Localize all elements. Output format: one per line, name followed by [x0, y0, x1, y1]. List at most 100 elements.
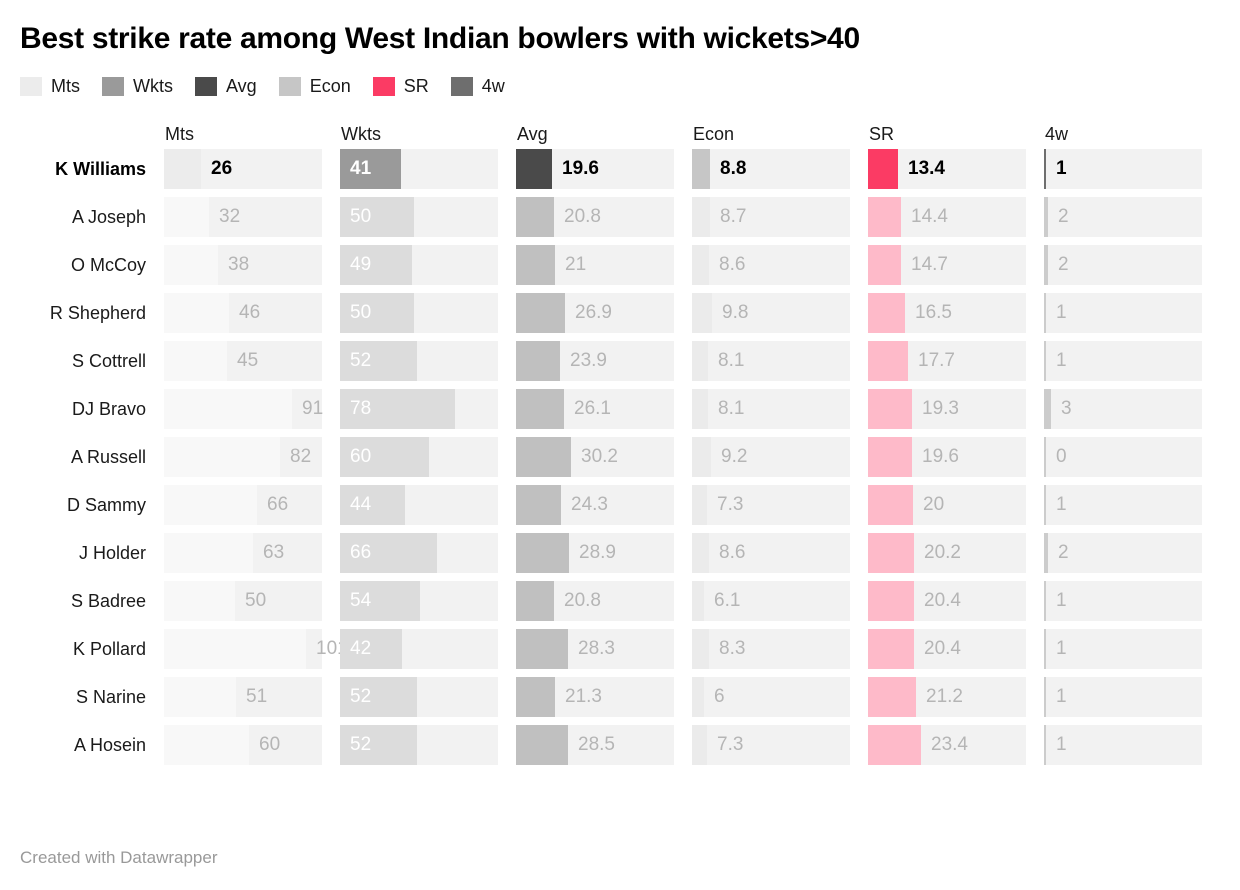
legend-item-4w[interactable]: 4w	[450, 76, 505, 96]
table-row[interactable]: J Holder 63 66 28.9 8.6 20.2 2	[20, 529, 1220, 577]
cell-sr[interactable]: 14.7	[868, 245, 1044, 285]
cell-mts[interactable]: 45	[164, 341, 340, 381]
cell-sr[interactable]: 20.2	[868, 533, 1044, 573]
table-row[interactable]: D Sammy 66 44 24.3 7.3 20 1	[20, 481, 1220, 529]
cell-avg[interactable]: 21	[516, 245, 692, 285]
cell-econ[interactable]: 6	[692, 677, 868, 717]
table-row[interactable]: A Russell 82 60 30.2 9.2 19.6 0	[20, 433, 1220, 481]
cell-avg[interactable]: 28.5	[516, 725, 692, 765]
cell-wkts[interactable]: 52	[340, 725, 516, 765]
cell-sr[interactable]: 20	[868, 485, 1044, 525]
cell-wkts[interactable]: 49	[340, 245, 516, 285]
cell-econ[interactable]: 6.1	[692, 581, 868, 621]
cell-avg[interactable]: 26.9	[516, 293, 692, 333]
cell-wkts[interactable]: 78	[340, 389, 516, 429]
column-header-wkts[interactable]: Wkts	[340, 124, 516, 145]
cell-avg[interactable]: 28.3	[516, 629, 692, 669]
cell-4w[interactable]: 1	[1044, 341, 1220, 381]
cell-wkts[interactable]: 50	[340, 293, 516, 333]
cell-4w[interactable]: 2	[1044, 197, 1220, 237]
cell-econ[interactable]: 8.7	[692, 197, 868, 237]
cell-mts[interactable]: 26	[164, 149, 340, 189]
cell-avg[interactable]: 19.6	[516, 149, 692, 189]
cell-sr[interactable]: 20.4	[868, 629, 1044, 669]
cell-sr[interactable]: 21.2	[868, 677, 1044, 717]
cell-4w[interactable]: 2	[1044, 245, 1220, 285]
cell-sr[interactable]: 19.6	[868, 437, 1044, 477]
cell-econ[interactable]: 9.2	[692, 437, 868, 477]
cell-mts[interactable]: 101	[164, 629, 348, 669]
column-header-mts[interactable]: Mts	[164, 124, 340, 145]
cell-avg[interactable]: 26.1	[516, 389, 692, 429]
cell-wkts[interactable]: 42	[340, 629, 516, 669]
table-row[interactable]: DJ Bravo 91 78 26.1 8.1 19.3 3	[20, 385, 1220, 433]
cell-mts[interactable]: 38	[164, 245, 340, 285]
cell-wkts[interactable]: 50	[340, 197, 516, 237]
legend-item-econ[interactable]: Econ	[278, 76, 351, 96]
legend-item-sr[interactable]: SR	[372, 76, 429, 96]
table-row[interactable]: A Joseph 32 50 20.8 8.7 14.4 2	[20, 193, 1220, 241]
cell-sr[interactable]: 14.4	[868, 197, 1044, 237]
table-row[interactable]: K Williams 26 41 19.6 8.8 13.4 1	[20, 145, 1220, 193]
cell-mts[interactable]: 91	[164, 389, 340, 429]
cell-4w[interactable]: 3	[1044, 389, 1220, 429]
column-header-econ[interactable]: Econ	[692, 124, 868, 145]
cell-mts[interactable]: 50	[164, 581, 340, 621]
cell-4w[interactable]: 2	[1044, 533, 1220, 573]
cell-avg[interactable]: 20.8	[516, 581, 692, 621]
cell-econ[interactable]: 7.3	[692, 485, 868, 525]
cell-mts[interactable]: 82	[164, 437, 340, 477]
cell-4w[interactable]: 1	[1044, 581, 1220, 621]
cell-sr[interactable]: 23.4	[868, 725, 1044, 765]
cell-avg[interactable]: 23.9	[516, 341, 692, 381]
cell-mts[interactable]: 66	[164, 485, 340, 525]
table-row[interactable]: S Cottrell 45 52 23.9 8.1 17.7 1	[20, 337, 1220, 385]
cell-sr[interactable]: 19.3	[868, 389, 1044, 429]
cell-sr[interactable]: 13.4	[868, 149, 1044, 189]
cell-sr[interactable]: 17.7	[868, 341, 1044, 381]
cell-4w[interactable]: 1	[1044, 485, 1220, 525]
cell-4w[interactable]: 1	[1044, 149, 1220, 189]
column-header-sr[interactable]: SR	[868, 124, 1044, 145]
cell-wkts[interactable]: 60	[340, 437, 516, 477]
table-row[interactable]: S Badree 50 54 20.8 6.1 20.4 1	[20, 577, 1220, 625]
legend-item-wkts[interactable]: Wkts	[102, 76, 173, 96]
cell-mts[interactable]: 63	[164, 533, 340, 573]
cell-avg[interactable]: 24.3	[516, 485, 692, 525]
cell-4w[interactable]: 1	[1044, 629, 1220, 669]
cell-wkts[interactable]: 44	[340, 485, 516, 525]
table-row[interactable]: O McCoy 38 49 21 8.6 14.7 2	[20, 241, 1220, 289]
column-header-4w[interactable]: 4w	[1044, 124, 1220, 145]
cell-econ[interactable]: 8.1	[692, 389, 868, 429]
cell-mts[interactable]: 46	[164, 293, 340, 333]
table-row[interactable]: K Pollard 101 42 28.3 8.3 20.4 1	[20, 625, 1220, 673]
cell-4w[interactable]: 1	[1044, 293, 1220, 333]
cell-econ[interactable]: 8.1	[692, 341, 868, 381]
cell-mts[interactable]: 32	[164, 197, 340, 237]
cell-wkts[interactable]: 41	[340, 149, 516, 189]
cell-4w[interactable]: 0	[1044, 437, 1220, 477]
cell-avg[interactable]: 20.8	[516, 197, 692, 237]
table-row[interactable]: A Hosein 60 52 28.5 7.3 23.4 1	[20, 721, 1220, 769]
table-row[interactable]: R Shepherd 46 50 26.9 9.8 16.5 1	[20, 289, 1220, 337]
cell-mts[interactable]: 51	[164, 677, 340, 717]
legend-item-mts[interactable]: Mts	[20, 76, 80, 96]
cell-econ[interactable]: 8.6	[692, 245, 868, 285]
column-header-avg[interactable]: Avg	[516, 124, 692, 145]
cell-econ[interactable]: 7.3	[692, 725, 868, 765]
cell-wkts[interactable]: 66	[340, 533, 516, 573]
cell-avg[interactable]: 21.3	[516, 677, 692, 717]
cell-econ[interactable]: 9.8	[692, 293, 868, 333]
cell-econ[interactable]: 8.8	[692, 149, 868, 189]
cell-wkts[interactable]: 52	[340, 677, 516, 717]
cell-econ[interactable]: 8.6	[692, 533, 868, 573]
legend-item-avg[interactable]: Avg	[195, 76, 257, 96]
cell-mts[interactable]: 60	[164, 725, 340, 765]
cell-sr[interactable]: 16.5	[868, 293, 1044, 333]
cell-4w[interactable]: 1	[1044, 725, 1220, 765]
cell-sr[interactable]: 20.4	[868, 581, 1044, 621]
table-row[interactable]: S Narine 51 52 21.3 6 21.2 1	[20, 673, 1220, 721]
cell-wkts[interactable]: 52	[340, 341, 516, 381]
cell-econ[interactable]: 8.3	[692, 629, 868, 669]
cell-avg[interactable]: 30.2	[516, 437, 692, 477]
